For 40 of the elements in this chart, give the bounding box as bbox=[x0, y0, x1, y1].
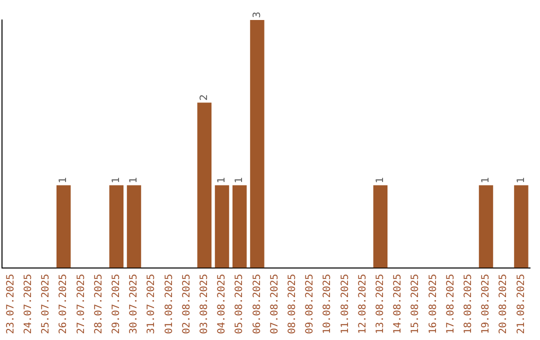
x-tick-label: 18.08.2025 bbox=[462, 274, 474, 334]
data-label: 3 bbox=[252, 12, 263, 18]
x-tick-label: 14.08.2025 bbox=[392, 274, 404, 334]
x-tick-label: 10.08.2025 bbox=[322, 274, 334, 334]
x-tick-label: 20.08.2025 bbox=[498, 274, 510, 334]
data-label: 1 bbox=[110, 176, 122, 184]
data-label: 1 bbox=[374, 176, 386, 184]
data-label: 2 bbox=[198, 94, 210, 101]
x-tick-label: 06.08.2025 bbox=[252, 274, 263, 334]
x-tick-label: 15.08.2025 bbox=[410, 274, 422, 334]
data-label: 1 bbox=[480, 176, 492, 184]
x-tick-label: 08.08.2025 bbox=[286, 274, 298, 334]
x-tick-label: 24.07.2025 bbox=[22, 274, 34, 334]
x-tick-label: 19.08.2025 bbox=[480, 274, 492, 334]
x-tick-label: 11.08.2025 bbox=[340, 274, 351, 334]
x-tick-label: 09.08.2025 bbox=[304, 274, 316, 334]
x-tick-label: 25.07.2025 bbox=[40, 274, 52, 334]
x-tick-label: 30.07.2025 bbox=[128, 274, 140, 334]
data-label: 1 bbox=[234, 176, 246, 184]
x-tick-label: 28.07.2025 bbox=[93, 274, 104, 334]
x-tick-label: 29.07.2025 bbox=[110, 274, 122, 334]
data-label: 1 bbox=[516, 176, 527, 184]
x-tick-label: 07.08.2025 bbox=[269, 274, 280, 334]
x-tick-label: 04.08.2025 bbox=[216, 274, 228, 334]
x-tick-label: 01.08.2025 bbox=[164, 274, 175, 334]
x-tick-label: 03.08.2025 bbox=[198, 274, 210, 334]
x-tick-label: 12.08.2025 bbox=[357, 274, 368, 334]
x-tick-label: 13.08.2025 bbox=[374, 274, 386, 334]
x-tick-label: 27.07.2025 bbox=[76, 274, 87, 334]
x-tick-label: 31.07.2025 bbox=[146, 274, 158, 334]
x-tick-label: 02.08.2025 bbox=[181, 274, 192, 334]
data-label: 1 bbox=[128, 176, 140, 184]
x-tick-label: 17.08.2025 bbox=[445, 274, 456, 334]
x-tick-label: 21.08.2025 bbox=[516, 274, 527, 334]
x-tick-label: 23.07.2025 bbox=[5, 274, 16, 334]
data-label: 1 bbox=[58, 176, 70, 184]
x-tick-label: 16.08.2025 bbox=[428, 274, 439, 334]
x-tick-label: 05.08.2025 bbox=[234, 274, 246, 334]
data-label: 1 bbox=[216, 176, 228, 184]
x-tick-label: 26.07.2025 bbox=[58, 274, 70, 334]
